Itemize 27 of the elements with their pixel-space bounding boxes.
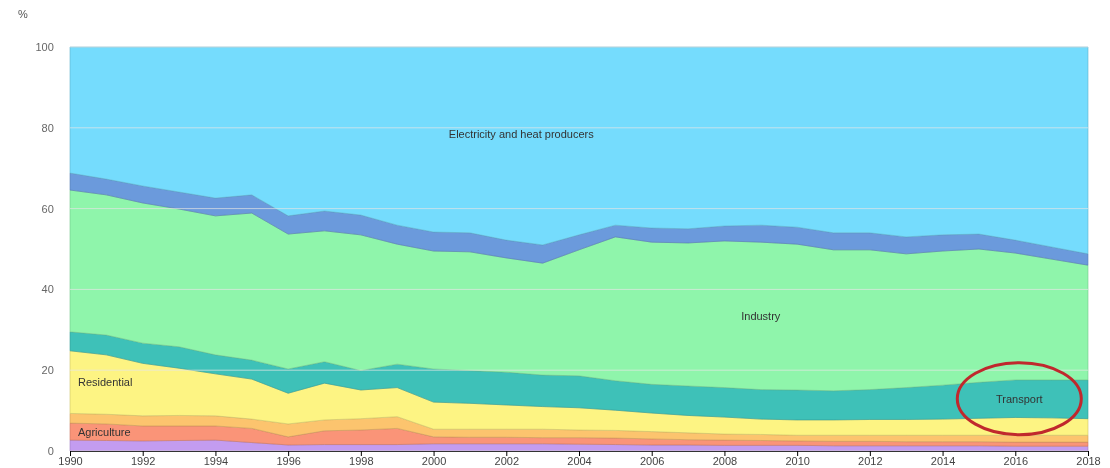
x-tick-label: 2008 (712, 454, 738, 467)
y-axis-title: % (18, 8, 28, 20)
x-tick-label: 2018 (1076, 454, 1101, 467)
x-tick-label: 2006 (639, 454, 665, 467)
x-tick-label: 1998 (349, 454, 374, 467)
x-tick-label: 2016 (1003, 454, 1029, 467)
y-tick-label: 100 (35, 41, 54, 54)
series-label: Electricity and heat producers (448, 127, 595, 140)
x-tick-label: 1992 (130, 454, 156, 467)
x-tick-label: 2010 (785, 454, 810, 467)
x-tick-label: 2014 (930, 454, 956, 467)
series-label: Transport (995, 392, 1043, 405)
x-tick-label: 2012 (858, 454, 883, 467)
x-tick-label: 1994 (203, 454, 229, 467)
x-tick-label: 2002 (494, 454, 520, 467)
series-label: Agriculture (78, 425, 131, 438)
y-tick-label: 20 (41, 364, 54, 377)
y-tick-label: 60 (41, 202, 54, 215)
x-tick-label: 1996 (276, 454, 301, 467)
series-label: Industry (741, 309, 781, 322)
y-tick-label: 40 (41, 283, 54, 296)
x-tick-label: 1990 (58, 454, 83, 467)
x-tick-label: 2004 (567, 454, 592, 467)
y-tick-label: 0 (47, 445, 54, 458)
y-tick-label: 80 (41, 121, 54, 134)
series-label: Residential (78, 376, 133, 389)
x-tick-label: 2000 (421, 454, 447, 467)
